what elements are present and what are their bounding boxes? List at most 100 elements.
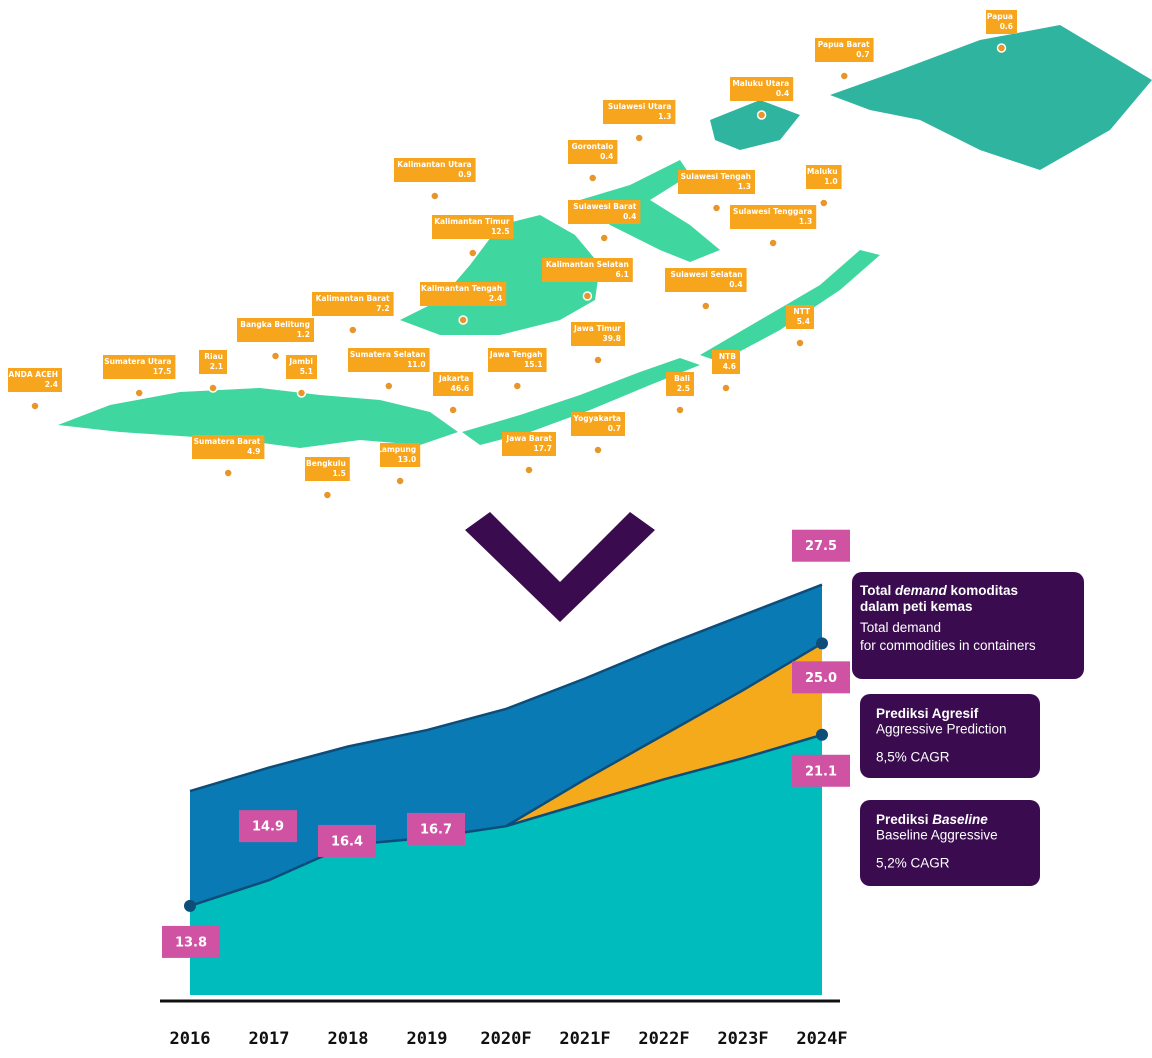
region-label-box — [712, 350, 740, 374]
region-name: Sumatera Selatan — [350, 350, 426, 359]
legend-title: Prediksi Agresif — [876, 706, 979, 721]
region-label-box — [488, 348, 547, 372]
region-value: 1.3 — [799, 217, 812, 226]
region-value: 0.7 — [856, 50, 869, 59]
region-value: 0.4 — [776, 89, 789, 98]
region-label-box — [312, 292, 394, 316]
region-value: 4.9 — [247, 447, 260, 456]
region-value: 2.4 — [489, 294, 502, 303]
region-pin — [721, 383, 731, 393]
value-label-box — [239, 810, 297, 843]
island-sulawesi — [580, 160, 720, 262]
region-name: Maluku — [807, 167, 838, 176]
point — [184, 899, 196, 912]
region-name: Jawa Timur — [573, 324, 621, 333]
region-label-box — [103, 355, 176, 379]
island-java — [462, 358, 700, 445]
legend-name: Total demand for commodities in container… — [860, 620, 1036, 653]
region-value: 0.7 — [608, 424, 621, 433]
island-sumatra — [58, 388, 458, 448]
region-value: 5.4 — [797, 317, 810, 326]
region-label-box — [199, 350, 227, 374]
value-label: 13.8 — [175, 935, 207, 950]
region-name: Yogyakarta — [572, 414, 621, 423]
value-label: 14.9 — [252, 820, 284, 835]
region-value: 11.0 — [407, 360, 426, 369]
region-pin — [448, 405, 458, 415]
region-label-box — [394, 158, 476, 182]
value-label: 25.0 — [805, 671, 837, 686]
region-label-box — [678, 170, 755, 194]
region-value: 2.1 — [210, 362, 223, 371]
legend-title: Prediksi Baseline — [876, 812, 988, 827]
region-value: 2.5 — [677, 384, 690, 393]
region-pin — [599, 233, 609, 243]
region-name: NTT — [793, 307, 811, 316]
region-value: 5.1 — [300, 367, 313, 376]
region-name: Kalimantan Barat — [316, 294, 390, 303]
point — [816, 637, 828, 650]
legend-box — [860, 800, 1040, 886]
region-value: 39.8 — [602, 334, 621, 343]
region-label-box — [730, 77, 794, 101]
legend-cagr: 5,2% CAGR — [876, 856, 950, 871]
legend-name-part: Total demand — [860, 620, 941, 635]
region-name: Kalimantan Timur — [434, 217, 510, 226]
legend-cagr: 8,5% CAGR — [876, 750, 950, 765]
region-value: 1.2 — [297, 330, 310, 339]
legend-title: Total demand komoditas dalam peti kemas — [860, 583, 1018, 614]
region-label-box — [786, 305, 814, 329]
region-label-box — [420, 282, 507, 306]
region-name: Jakarta — [438, 374, 469, 383]
x-tick-label: 2016 — [170, 1029, 211, 1049]
region-name: Kalimantan Tengah — [421, 284, 502, 293]
region-pin — [348, 325, 358, 335]
region-value: 17.7 — [533, 444, 552, 453]
region-label-box — [502, 432, 556, 456]
region-pin — [756, 110, 767, 120]
region-label-box — [986, 10, 1017, 34]
region-label-box — [380, 443, 421, 467]
region-label-box — [237, 318, 314, 342]
region-pin — [593, 445, 603, 455]
line — [505, 642, 823, 828]
region-value: 1.5 — [333, 469, 346, 478]
legend-name: Baseline Aggressive — [876, 828, 998, 843]
region-label-box — [192, 435, 265, 459]
x-tick-label: 2020F — [480, 1029, 531, 1049]
x-tick-label: 2021F — [559, 1029, 610, 1049]
value-label-box — [162, 925, 220, 958]
region-name: Sulawesi Barat — [573, 202, 637, 211]
arrow — [465, 512, 655, 622]
region-label-box — [542, 258, 633, 282]
legend-title-part: demand — [895, 583, 948, 598]
value-label: 21.1 — [805, 764, 837, 779]
legend-title-part: Prediksi — [876, 812, 932, 827]
region-name: Kalimantan Selatan — [546, 260, 629, 269]
region-pin — [270, 351, 281, 361]
region-value: 1.3 — [658, 112, 671, 121]
x-tick-label: 2018 — [328, 1029, 369, 1049]
legend-title-part: Total — [860, 583, 895, 598]
region-pin — [223, 468, 233, 478]
region-value: 17.5 — [153, 367, 172, 376]
region-pin — [996, 43, 1007, 53]
value-label-box — [318, 824, 376, 857]
value-label-box — [792, 754, 850, 787]
region-pin — [512, 381, 523, 391]
region-value: 0.4 — [600, 152, 613, 161]
region-pin — [582, 291, 593, 301]
region-pin — [395, 476, 405, 486]
region-value: 6.1 — [616, 270, 629, 279]
region-name: Sulawesi Tengah — [681, 172, 751, 181]
region-pin — [795, 338, 805, 348]
region-value: 15.1 — [524, 360, 543, 369]
x-tick-label: 2017 — [249, 1029, 290, 1049]
region-label-box — [348, 348, 430, 372]
region-value: 1.0 — [824, 177, 837, 186]
region-pin — [134, 388, 144, 398]
value-label: 16.4 — [331, 834, 363, 849]
region-pin — [675, 405, 685, 415]
line — [189, 583, 823, 793]
